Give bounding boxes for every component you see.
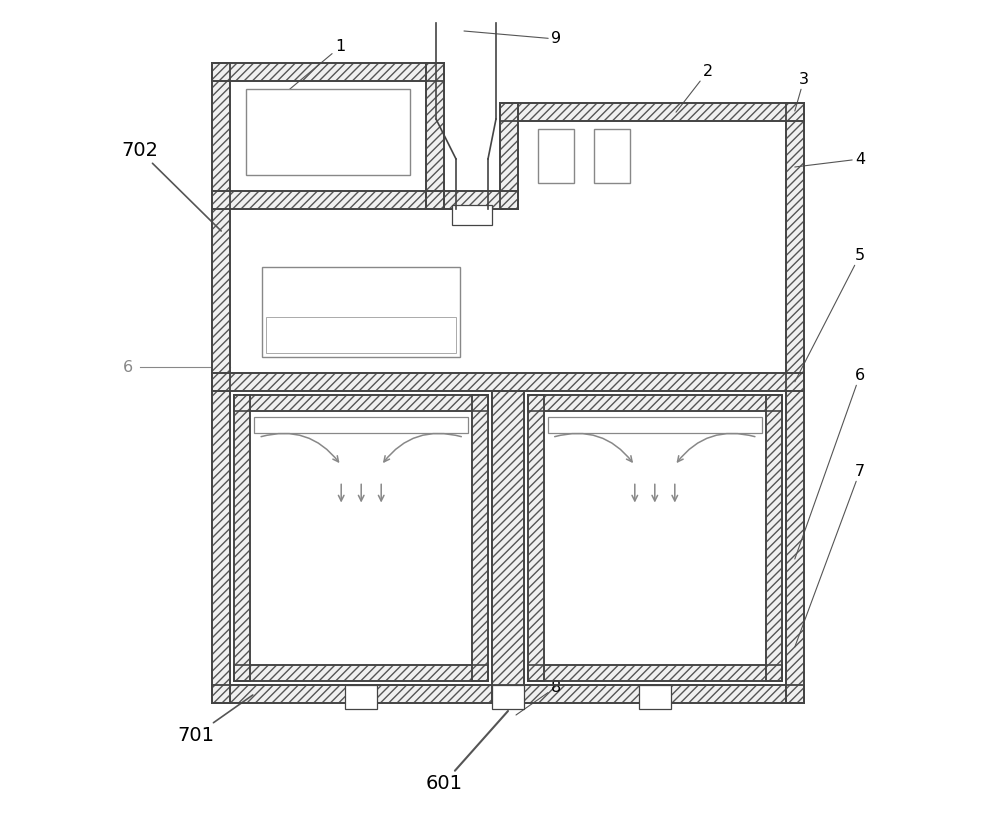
Text: 601: 601 [425,711,508,793]
Bar [528,395,782,411]
Text: 6: 6 [795,368,865,559]
Bar [500,103,518,209]
Bar [212,685,804,703]
Bar [212,63,444,81]
Bar [766,395,782,681]
Text: 2: 2 [676,64,713,112]
Bar [492,391,524,703]
Bar [234,395,250,681]
Bar [212,63,444,81]
Bar [492,391,524,703]
Bar [639,685,671,709]
Text: 7: 7 [795,463,865,647]
Bar [492,685,524,709]
Bar [426,191,518,209]
Bar [500,103,804,121]
Text: 4: 4 [795,152,865,167]
Bar [212,191,444,209]
Bar [528,395,544,681]
Bar [234,665,488,681]
Bar [594,129,630,183]
Text: 6: 6 [123,359,133,374]
Bar [212,191,444,209]
Text: 8: 8 [516,680,561,715]
Bar [766,395,782,681]
Text: 701: 701 [177,695,253,745]
Bar [212,63,230,703]
Bar [548,417,762,433]
Bar [528,665,782,681]
Bar [452,205,492,226]
Bar [234,395,488,411]
Bar [528,395,782,411]
Bar [426,63,444,209]
Bar [266,317,456,353]
Bar [538,129,574,183]
Text: 9: 9 [464,31,561,46]
Bar [786,103,804,703]
Bar [500,103,804,121]
Bar [500,103,518,209]
Bar [262,266,460,357]
Bar [234,665,488,681]
Bar [234,395,250,681]
Bar [345,685,377,709]
Bar [234,395,488,411]
Bar [472,395,488,681]
Bar [528,665,782,681]
Text: 5: 5 [795,247,865,382]
Bar [212,373,804,391]
Bar [212,685,804,703]
Text: 702: 702 [121,141,221,231]
Bar [472,395,488,681]
Bar [426,63,444,209]
Bar [212,63,230,703]
Text: 1: 1 [270,40,345,105]
Bar [786,103,804,703]
Bar [246,90,410,175]
Bar [254,417,468,433]
Bar [212,373,804,391]
Bar [528,395,544,681]
Bar [426,191,518,209]
Text: 3: 3 [795,71,809,111]
